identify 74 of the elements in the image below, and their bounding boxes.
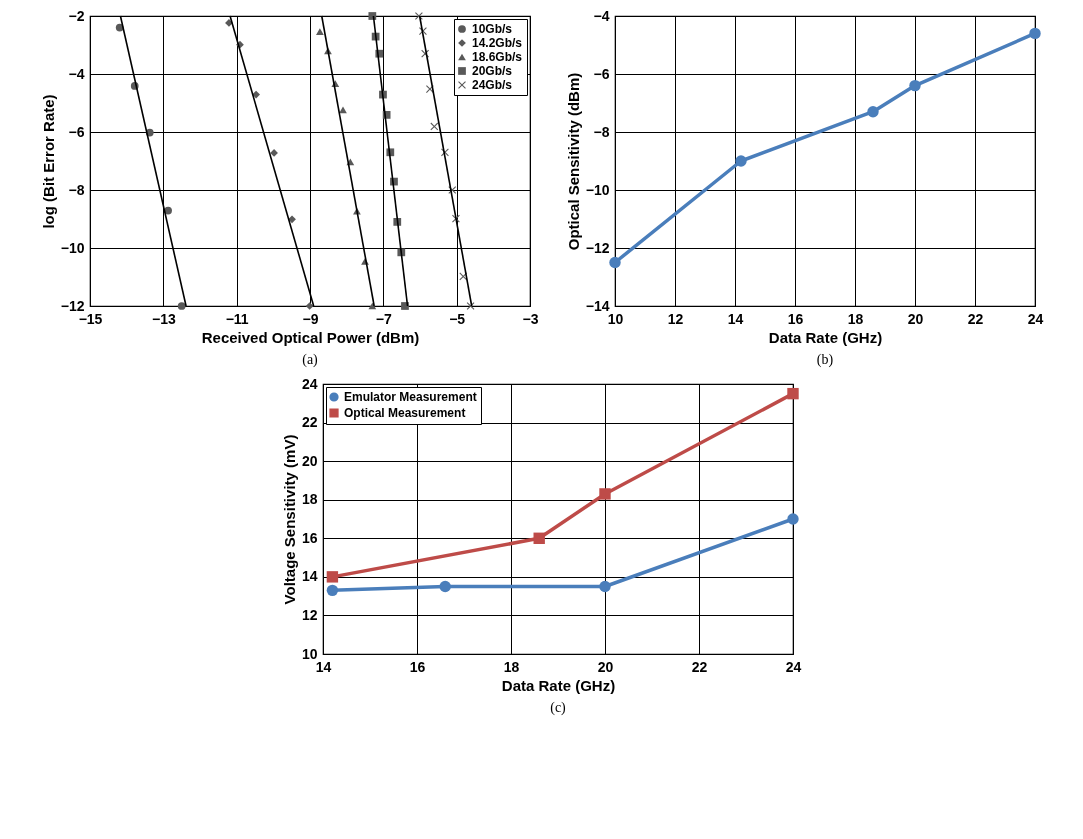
x-tick-label: 16 <box>409 658 426 675</box>
legend-label: 10Gb/s <box>471 22 512 36</box>
y-tick-label: 10 <box>301 645 318 662</box>
point <box>269 149 278 157</box>
x-tick-label: 14 <box>315 658 332 675</box>
x-tick-label: 14 <box>727 310 743 327</box>
x-axis-title: Data Rate (GHz) <box>501 676 616 694</box>
y-tick-label: −6 <box>68 123 85 140</box>
legend-label: Optical Measurement <box>344 406 466 420</box>
x-tick-label: −5 <box>448 310 465 327</box>
y-tick-label: −6 <box>593 65 610 82</box>
point <box>177 302 186 310</box>
y-tick-label: 12 <box>301 606 318 623</box>
text: (b) <box>816 352 833 368</box>
point <box>787 387 799 400</box>
y-axis-title: Voltage Sensitivity (mV) <box>280 434 298 605</box>
y-tick-label: −10 <box>60 239 85 256</box>
point <box>315 28 324 36</box>
point <box>608 256 621 269</box>
y-axis-title: Optical Sensitivity (dBm) <box>564 72 582 251</box>
x-tick-label: −3 <box>522 310 539 327</box>
x-tick-label: 16 <box>787 310 803 327</box>
point <box>533 532 545 544</box>
x-tick-label: 22 <box>967 310 983 327</box>
point <box>326 584 339 597</box>
y-tick-label: 14 <box>301 568 318 585</box>
y-tick-label: −8 <box>593 123 610 140</box>
y-tick-label: 16 <box>301 529 318 546</box>
y-tick-label: −8 <box>68 181 85 198</box>
legend-label: 24Gb/s <box>471 78 512 92</box>
x-tick-label: 24 <box>1027 310 1043 327</box>
point <box>439 580 451 593</box>
x-tick-label: 10 <box>607 310 623 327</box>
y-tick-label: 22 <box>301 414 318 431</box>
legend-label: Emulator Measurement <box>344 390 477 404</box>
x-tick-label: −11 <box>225 310 249 327</box>
text: (c) <box>550 700 567 716</box>
x-tick-label: 12 <box>667 310 683 327</box>
y-tick-label: 24 <box>301 375 318 392</box>
text: (a) <box>301 352 318 368</box>
point <box>599 580 611 593</box>
point <box>1028 27 1041 40</box>
point <box>734 155 747 167</box>
y-tick-label: −10 <box>585 181 610 198</box>
legend-label: 20Gb/s <box>471 64 512 78</box>
point <box>305 302 314 310</box>
y-tick-label: 18 <box>301 491 318 508</box>
y-tick-label: −14 <box>585 297 610 314</box>
point <box>367 12 376 20</box>
y-tick-label: −2 <box>68 7 85 24</box>
y-tick-label: −12 <box>585 239 610 256</box>
x-tick-label: −13 <box>151 310 176 327</box>
legend-label: 18.6Gb/s <box>471 50 522 64</box>
y-axis-title: log (Bit Error Rate) <box>39 94 57 229</box>
x-tick-label: 18 <box>847 310 863 327</box>
point <box>908 79 921 92</box>
point <box>866 106 879 118</box>
point <box>599 488 611 500</box>
x-tick-label: 24 <box>785 658 802 675</box>
point <box>400 302 409 310</box>
x-axis-title: Received Optical Power (dBm) <box>201 328 419 346</box>
point <box>787 513 799 525</box>
x-tick-label: 20 <box>907 310 923 327</box>
x-tick-label: 22 <box>691 658 708 675</box>
point <box>326 571 339 583</box>
x-tick-label: −7 <box>375 310 392 327</box>
x-tick-label: −9 <box>302 310 319 327</box>
y-tick-label: −4 <box>593 7 610 24</box>
y-tick-label: −4 <box>68 65 85 82</box>
point <box>466 302 474 310</box>
x-axis-title: Data Rate (GHz) <box>768 328 882 346</box>
x-tick-label: 18 <box>503 658 520 675</box>
y-tick-label: 20 <box>301 452 318 469</box>
legend-label: 14.2Gb/s <box>471 36 522 50</box>
